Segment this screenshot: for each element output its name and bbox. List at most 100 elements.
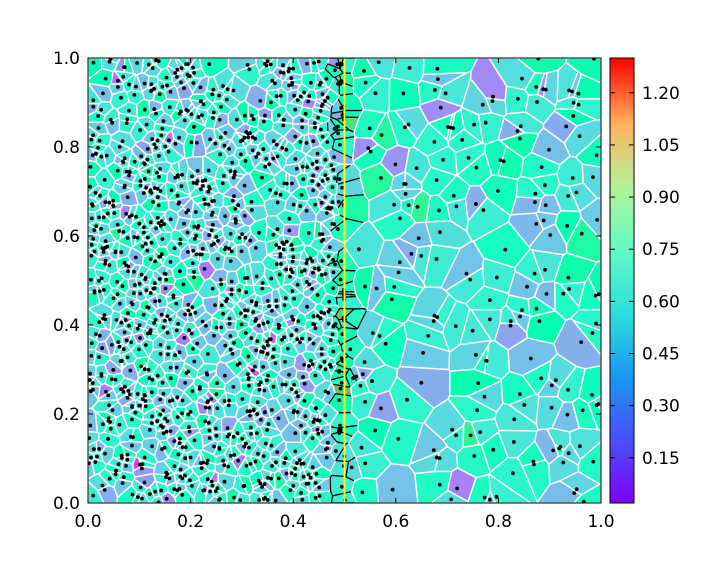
site-point	[474, 202, 478, 206]
site-point	[529, 356, 533, 361]
site-point	[298, 340, 302, 345]
site-point	[270, 408, 274, 412]
site-point	[147, 376, 152, 381]
site-point	[156, 195, 160, 200]
site-point	[340, 185, 344, 190]
site-point	[274, 243, 279, 247]
site-point	[269, 100, 273, 105]
site-point	[549, 383, 554, 388]
voronoi-cell	[222, 460, 239, 478]
site-point	[191, 81, 196, 85]
site-point	[185, 72, 190, 77]
site-point	[431, 448, 436, 452]
voronoi-cell	[110, 208, 122, 222]
site-point	[274, 460, 278, 465]
y-tick-label: 0.8	[53, 138, 80, 158]
site-point	[367, 126, 372, 131]
site-point	[516, 97, 520, 101]
site-point	[139, 272, 144, 277]
site-point	[227, 398, 232, 403]
site-point	[211, 110, 216, 115]
site-point	[274, 142, 279, 147]
site-point	[165, 314, 170, 319]
site-point	[277, 272, 282, 277]
site-point	[464, 271, 469, 276]
site-point	[319, 200, 324, 205]
site-point	[127, 170, 132, 175]
site-point	[330, 185, 335, 190]
site-point	[508, 323, 513, 328]
site-point	[468, 433, 473, 438]
site-point	[406, 203, 411, 208]
voronoi-cell	[112, 315, 126, 332]
site-point	[223, 247, 227, 252]
site-point	[186, 302, 191, 307]
site-point	[242, 135, 247, 140]
voronoi-cell	[571, 396, 599, 431]
site-point	[230, 351, 235, 356]
site-point	[140, 466, 144, 471]
site-point	[544, 292, 549, 296]
site-point	[327, 307, 332, 312]
site-point	[155, 373, 160, 378]
site-point	[312, 417, 317, 422]
site-point	[438, 105, 443, 110]
site-point	[379, 176, 383, 180]
site-point	[288, 274, 292, 279]
site-point	[484, 358, 488, 363]
site-point	[259, 349, 264, 354]
voronoi-cell	[88, 175, 100, 196]
site-point	[179, 184, 184, 189]
site-point	[289, 387, 294, 391]
site-point	[488, 497, 492, 502]
site-point	[249, 431, 253, 436]
site-point	[101, 288, 106, 292]
site-point	[258, 99, 263, 103]
site-point	[192, 270, 197, 274]
site-point	[333, 322, 338, 326]
site-point	[127, 392, 132, 397]
site-point	[580, 408, 585, 413]
site-point	[182, 221, 186, 226]
site-point	[89, 253, 94, 258]
site-point	[88, 389, 93, 394]
site-point	[206, 352, 210, 356]
site-point	[194, 252, 199, 257]
site-point	[219, 104, 223, 109]
site-point	[101, 215, 106, 220]
site-point	[257, 230, 261, 235]
site-point	[547, 147, 551, 152]
site-point	[148, 257, 153, 261]
site-point	[94, 224, 99, 229]
site-point	[145, 305, 150, 309]
site-point	[190, 484, 194, 488]
site-point	[130, 302, 135, 307]
site-point	[210, 222, 215, 227]
site-point	[256, 151, 261, 156]
site-point	[253, 136, 257, 141]
site-point	[279, 262, 283, 266]
site-point	[186, 250, 190, 254]
site-point	[475, 408, 479, 413]
site-point	[392, 285, 397, 289]
site-point	[142, 81, 147, 86]
site-point	[306, 472, 311, 477]
site-point	[93, 191, 98, 195]
voronoi-cell	[280, 422, 302, 443]
site-point	[251, 117, 256, 122]
site-point	[515, 129, 520, 134]
site-point	[202, 488, 207, 492]
site-point	[265, 299, 270, 303]
site-point	[119, 320, 124, 325]
site-point	[188, 478, 192, 483]
site-point	[210, 483, 215, 488]
site-point	[432, 313, 437, 318]
site-point	[298, 94, 303, 99]
site-point	[90, 202, 94, 207]
site-point	[97, 279, 101, 283]
site-point	[117, 344, 122, 349]
site-point	[132, 93, 137, 97]
voronoi-cell	[188, 93, 209, 103]
site-point	[205, 400, 210, 405]
